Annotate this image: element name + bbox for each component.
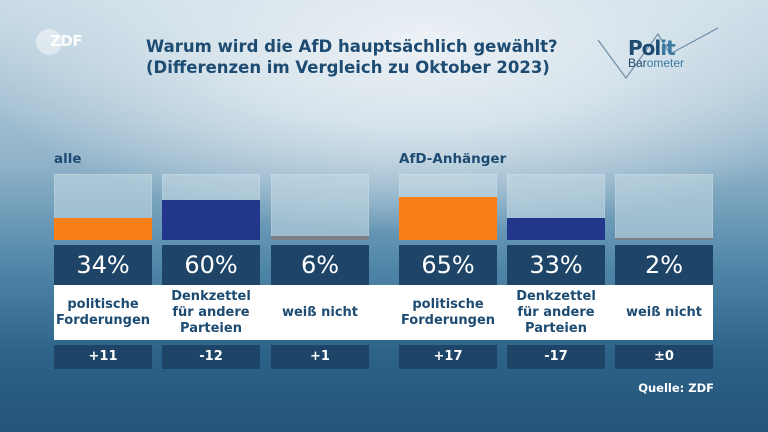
data-label: 2% — [615, 245, 713, 285]
category-label: politische Forderungen — [399, 285, 497, 340]
group-label-afd-anhaenger: AfD-Anhänger — [399, 151, 507, 167]
category-label: politische Forderungen — [54, 285, 152, 340]
chart-title: Warum wird die AfD hauptsächlich gewählt… — [146, 36, 566, 78]
data-label: 6% — [271, 245, 369, 285]
category-label-line: politische — [412, 296, 484, 312]
category-label-text: Denkzettel für andere Parteien — [171, 289, 251, 337]
category-label: Denkzettel für andere Parteien — [507, 285, 605, 340]
bar-track — [54, 174, 152, 240]
category-label-line: Forderungen — [55, 312, 151, 328]
politbarometer-zigzag-icon — [597, 27, 719, 80]
zdf-logo-circle — [36, 29, 62, 55]
category-label-text: weiß nicht — [626, 305, 702, 321]
category-label-line: für andere — [172, 304, 250, 320]
difference-label: +11 — [54, 345, 152, 369]
difference-label: -17 — [507, 345, 605, 369]
group-label-alle: alle — [54, 151, 82, 167]
category-label: weiß nicht — [271, 285, 369, 340]
category-label-line: politische — [67, 296, 139, 312]
category-label-line: Forderungen — [400, 312, 496, 328]
category-label-band — [54, 285, 713, 340]
bar-track — [162, 174, 260, 240]
bar — [399, 197, 497, 240]
title-line-1: Warum wird die AfD hauptsächlich gewählt… — [146, 37, 558, 56]
data-label: 34% — [54, 245, 152, 285]
category-label-line: Parteien — [180, 320, 242, 336]
title-line-2: (Differenzen im Vergleich zu Oktober 202… — [146, 58, 550, 77]
category-label-line: für andere — [517, 304, 595, 320]
bar — [162, 200, 260, 240]
category-label-line: Denkzettel — [171, 288, 251, 304]
logo-part: it — [660, 36, 675, 60]
bar-track — [271, 174, 369, 240]
category-label-text: weiß nicht — [282, 305, 358, 321]
category-label: Denkzettel für andere Parteien — [162, 285, 260, 340]
data-label: 60% — [162, 245, 260, 285]
data-label: 65% — [399, 245, 497, 285]
category-label-text: politische Forderungen — [401, 297, 495, 329]
difference-label: +17 — [399, 345, 497, 369]
bar — [615, 238, 713, 240]
politbarometer-logo-subtitle: Barometer — [628, 56, 684, 70]
data-label: 33% — [507, 245, 605, 285]
logo-part: Pol — [628, 36, 661, 60]
category-label-line: Denkzettel — [516, 288, 596, 304]
logo-part: ometer — [646, 56, 685, 70]
category-label-text: Denkzettel für andere Parteien — [516, 289, 596, 337]
difference-label: +1 — [271, 345, 369, 369]
bar-track — [615, 174, 713, 240]
logo-part: Bar — [628, 56, 647, 70]
category-label: weiß nicht — [615, 285, 713, 340]
politbarometer-logo-title: Polit — [628, 36, 676, 60]
category-label-line: weiß nicht — [625, 304, 703, 320]
difference-label: ±0 — [615, 345, 713, 369]
bar — [54, 217, 152, 240]
category-label-text: politische Forderungen — [56, 297, 150, 329]
category-label-line: weiß nicht — [281, 304, 359, 320]
zdf-logo: ZDF — [50, 32, 83, 50]
category-label-line: Parteien — [525, 320, 587, 336]
difference-label: -12 — [162, 345, 260, 369]
bar-track — [507, 174, 605, 240]
bar — [271, 236, 369, 240]
bar — [507, 218, 605, 240]
source-note: Quelle: ZDF — [638, 381, 714, 395]
bar-track — [399, 174, 497, 240]
